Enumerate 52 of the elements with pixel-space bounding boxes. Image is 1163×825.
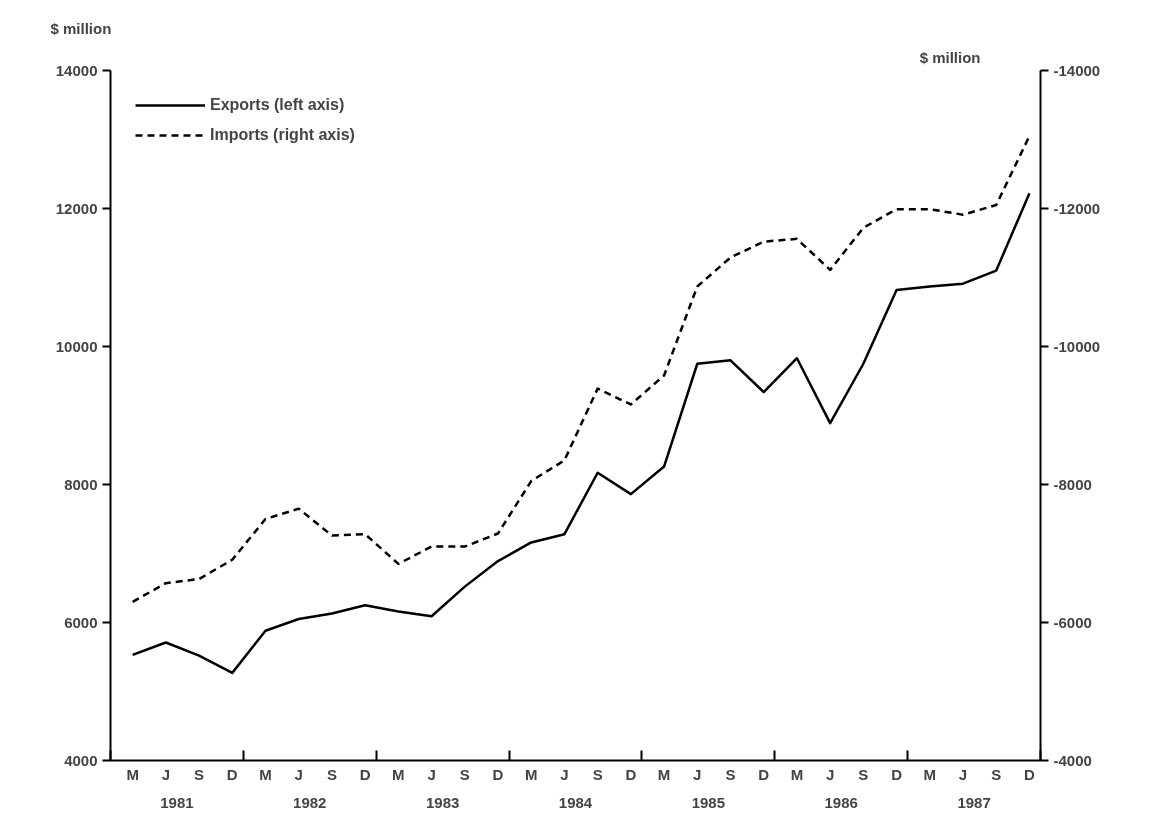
y-tick-label: 10000 (55, 337, 98, 355)
x-tick-label: J (161, 765, 171, 783)
x-tick-label: S (459, 765, 470, 783)
y-tick-label: 12000 (55, 199, 98, 217)
x2-tick-label: 1982 (293, 793, 327, 811)
x-tick-label: S (858, 765, 869, 783)
x2-tick-label: 1981 (160, 793, 194, 811)
x-tick-label: M (524, 765, 538, 783)
y2-tick-label: -4000 (1053, 751, 1092, 769)
x-tick-label: M (126, 765, 139, 783)
y2-tick-label: -6000 (1053, 613, 1092, 631)
y2-tick-label: -10000 (1053, 337, 1101, 355)
x-tick-label: D (492, 765, 504, 783)
x-tick-label: D (625, 765, 637, 783)
y-tick-label: 6000 (64, 613, 98, 631)
x2-tick-label: 1986 (824, 793, 858, 811)
x2-tick-label: 1987 (957, 793, 991, 811)
x-tick-label: D (359, 765, 371, 783)
x-tick-label: J (560, 765, 569, 783)
y2-tick-label: -8000 (1053, 475, 1092, 493)
x-tick-label: J (825, 765, 835, 783)
x-tick-label: M (392, 765, 405, 783)
x-tick-label: S (194, 765, 205, 783)
line-series (131, 192, 1031, 675)
x-tick-label: M (790, 765, 804, 783)
x-tick-label: D (226, 765, 238, 783)
x-tick-label: J (427, 765, 436, 783)
x-tick-label: M (259, 765, 272, 783)
x-tick-label: S (991, 765, 1002, 783)
x-tick-label: D (891, 765, 903, 783)
legend-label: Exports (left axis) (210, 96, 345, 114)
x-tick-label: M (923, 765, 937, 783)
x-tick-label: J (294, 765, 303, 783)
y-tick-label: 14000 (55, 61, 98, 79)
x2-tick-label: 1983 (425, 793, 460, 811)
x-tick-label: S (725, 765, 736, 783)
y-tick-label: 8000 (64, 475, 98, 493)
x-tick-label: S (326, 765, 337, 783)
x2-tick-label: 1985 (691, 793, 726, 811)
x-tick-label: M (657, 765, 671, 783)
x-tick-label: S (592, 765, 603, 783)
y-tick-label: 4000 (64, 751, 98, 769)
legend-label: Imports (right axis) (210, 126, 355, 144)
x-tick-label: J (958, 765, 968, 783)
x-tick-label: J (693, 765, 702, 783)
x-tick-label: D (758, 765, 770, 783)
y-axis-title: $ million (50, 19, 112, 37)
y2-tick-label: -12000 (1053, 199, 1101, 217)
y2-axis-title: $ million (919, 48, 981, 66)
x-tick-label: D (1024, 765, 1036, 783)
y2-tick-label: -14000 (1053, 61, 1101, 79)
x2-tick-label: 1984 (558, 793, 593, 811)
